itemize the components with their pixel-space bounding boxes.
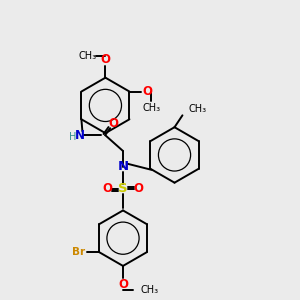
Text: O: O: [118, 278, 128, 291]
Text: O: O: [142, 85, 152, 98]
Text: CH₃: CH₃: [79, 51, 97, 61]
Text: N: N: [74, 129, 84, 142]
Text: CH₃: CH₃: [141, 285, 159, 295]
Text: N: N: [117, 160, 129, 173]
Text: Br: Br: [72, 247, 85, 257]
Text: O: O: [108, 117, 118, 130]
Text: S: S: [118, 182, 128, 195]
Text: CH₃: CH₃: [188, 104, 206, 114]
Text: H: H: [69, 132, 76, 142]
Text: CH₃: CH₃: [142, 103, 160, 113]
Text: O: O: [102, 182, 112, 195]
Text: O: O: [100, 53, 110, 66]
Text: O: O: [134, 182, 144, 195]
